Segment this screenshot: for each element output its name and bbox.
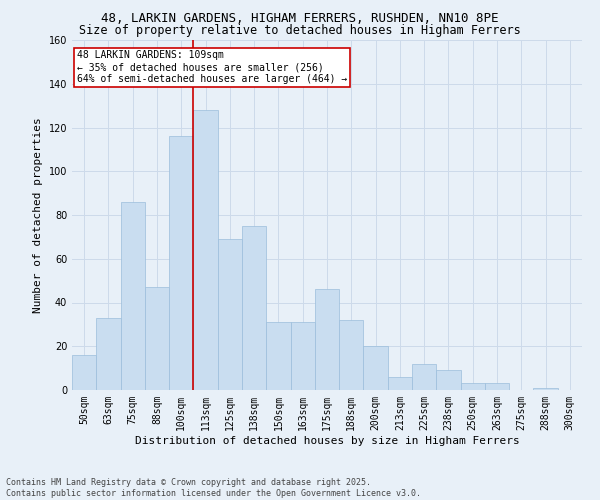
Text: Size of property relative to detached houses in Higham Ferrers: Size of property relative to detached ho… [79,24,521,37]
Bar [96,318,121,390]
Bar [485,384,509,390]
Bar [339,320,364,390]
Bar [169,136,193,390]
Bar [121,202,145,390]
Bar [145,287,169,390]
Bar [72,355,96,390]
Text: 48, LARKIN GARDENS, HIGHAM FERRERS, RUSHDEN, NN10 8PE: 48, LARKIN GARDENS, HIGHAM FERRERS, RUSH… [101,12,499,26]
Y-axis label: Number of detached properties: Number of detached properties [33,117,43,313]
Bar [412,364,436,390]
Bar [388,377,412,390]
Bar [218,239,242,390]
Bar [193,110,218,390]
Bar [315,290,339,390]
Bar [242,226,266,390]
Bar [533,388,558,390]
Bar [364,346,388,390]
Bar [290,322,315,390]
X-axis label: Distribution of detached houses by size in Higham Ferrers: Distribution of detached houses by size … [134,436,520,446]
Text: Contains HM Land Registry data © Crown copyright and database right 2025.
Contai: Contains HM Land Registry data © Crown c… [6,478,421,498]
Bar [436,370,461,390]
Bar [461,384,485,390]
Text: 48 LARKIN GARDENS: 109sqm
← 35% of detached houses are smaller (256)
64% of semi: 48 LARKIN GARDENS: 109sqm ← 35% of detac… [77,50,347,84]
Bar [266,322,290,390]
